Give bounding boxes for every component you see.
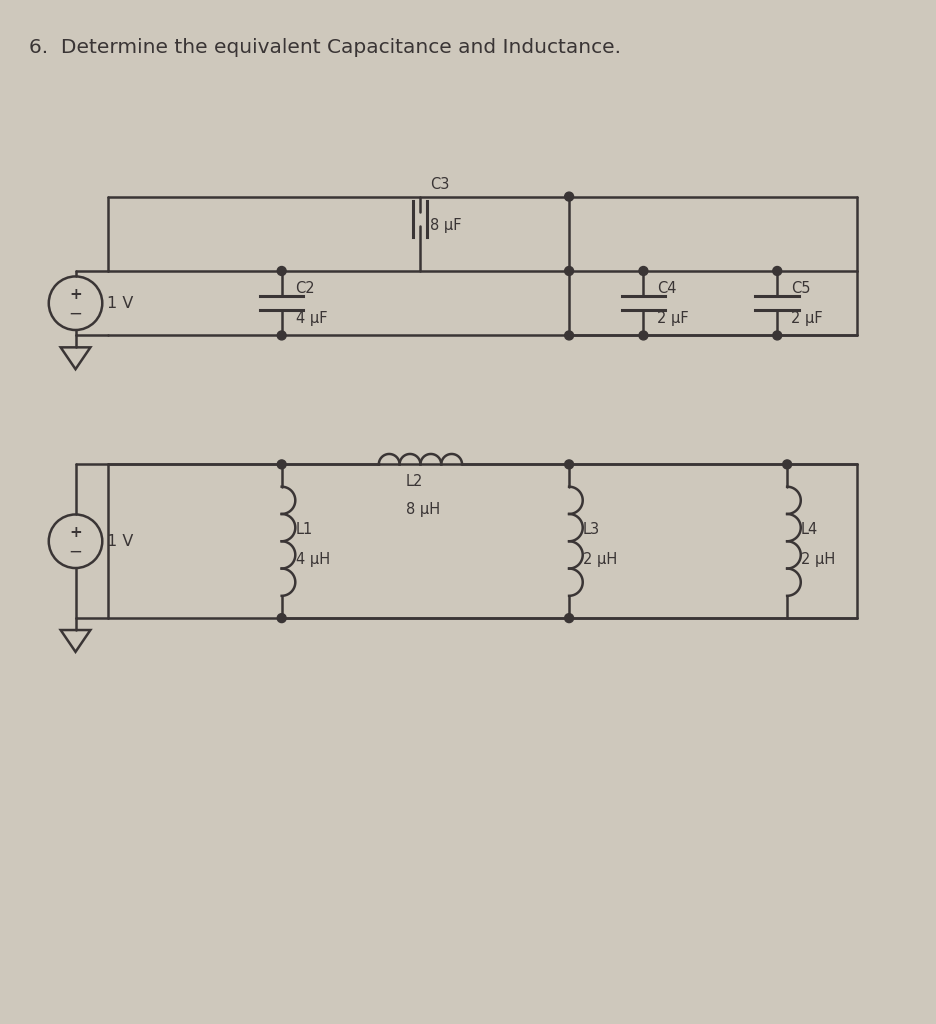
Text: 2 μH: 2 μH xyxy=(582,552,617,566)
Text: 1 V: 1 V xyxy=(107,534,134,549)
Text: C5: C5 xyxy=(790,281,810,296)
Circle shape xyxy=(277,266,285,275)
Circle shape xyxy=(277,331,285,340)
Text: 8 μF: 8 μF xyxy=(430,218,461,233)
Circle shape xyxy=(782,460,791,469)
Text: −: − xyxy=(68,542,82,560)
Text: L2: L2 xyxy=(405,474,422,489)
Text: +: + xyxy=(69,525,81,540)
Circle shape xyxy=(564,193,573,201)
Circle shape xyxy=(772,266,781,275)
Text: 2 μF: 2 μF xyxy=(657,310,688,326)
Text: 2 μH: 2 μH xyxy=(800,552,834,566)
Text: C3: C3 xyxy=(430,176,449,191)
Text: 4 μH: 4 μH xyxy=(295,552,329,566)
Circle shape xyxy=(277,613,285,623)
Text: L4: L4 xyxy=(800,522,817,537)
Text: +: + xyxy=(69,287,81,302)
Text: C4: C4 xyxy=(657,281,676,296)
Text: C2: C2 xyxy=(295,281,314,296)
Text: 1 V: 1 V xyxy=(107,296,134,310)
Circle shape xyxy=(564,266,573,275)
Circle shape xyxy=(638,266,647,275)
Text: 6.  Determine the equivalent Capacitance and Inductance.: 6. Determine the equivalent Capacitance … xyxy=(29,38,621,57)
Text: −: − xyxy=(68,304,82,323)
Text: L3: L3 xyxy=(582,522,599,537)
Circle shape xyxy=(638,331,647,340)
Circle shape xyxy=(277,460,285,469)
Circle shape xyxy=(564,460,573,469)
Text: 4 μF: 4 μF xyxy=(295,310,327,326)
Text: L1: L1 xyxy=(295,522,313,537)
Text: 2 μF: 2 μF xyxy=(790,310,822,326)
Circle shape xyxy=(564,613,573,623)
Circle shape xyxy=(772,331,781,340)
Text: 8 μH: 8 μH xyxy=(405,502,439,517)
Circle shape xyxy=(564,331,573,340)
